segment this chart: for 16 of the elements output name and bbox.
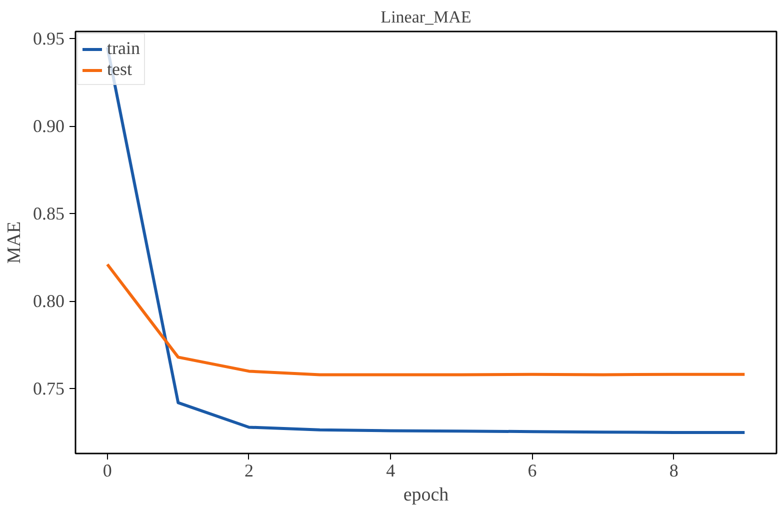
x-tick-label: 8 [669, 460, 678, 480]
y-tick-label: 0.75 [33, 378, 64, 399]
y-tick-label: 0.95 [33, 28, 64, 49]
y-tick-label: 0.90 [33, 116, 64, 136]
x-tick-label: 4 [386, 460, 396, 480]
chart-title: Linear_MAE [380, 8, 472, 26]
x-tick-label: 2 [244, 460, 254, 480]
y-tick-label: 0.80 [33, 291, 64, 312]
line-series [106, 262, 746, 376]
y-tick-label: 0.85 [33, 204, 64, 224]
legend-label: test [107, 59, 132, 80]
x-axis-title: epoch [403, 484, 450, 506]
legend-label: train [107, 38, 140, 59]
x-tick-label: 0 [102, 460, 112, 480]
y-axis-title: MAE [4, 221, 25, 264]
x-tick-label: 6 [528, 460, 537, 480]
